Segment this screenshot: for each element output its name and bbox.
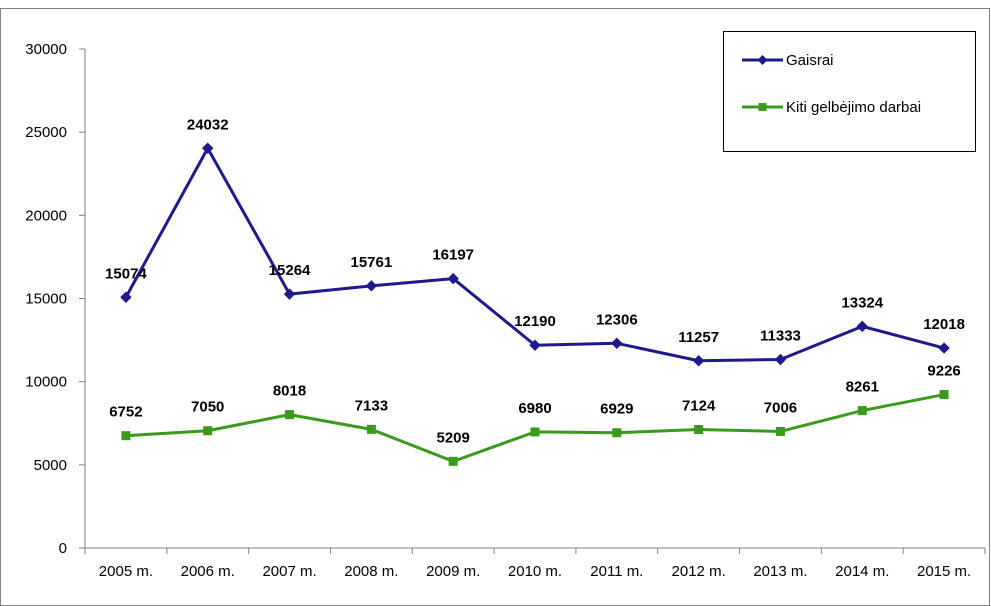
x-tick-label: 2007 m. (262, 563, 316, 580)
data-label: 7133 (355, 397, 388, 414)
data-label: 15761 (351, 254, 393, 271)
data-label: 15074 (105, 265, 147, 282)
data-point (120, 291, 132, 303)
data-label: 5209 (436, 429, 469, 446)
data-point (285, 410, 295, 420)
y-tick-label: 25000 (25, 124, 67, 141)
y-tick-label: 0 (59, 540, 67, 557)
data-point (856, 320, 868, 333)
x-tick-label: 2015 m. (917, 563, 971, 580)
data-point (366, 424, 376, 434)
data-label: 7006 (764, 399, 797, 416)
data-point (529, 339, 541, 351)
legend-marker (757, 55, 768, 65)
data-point (283, 288, 296, 300)
data-point (203, 426, 213, 436)
data-point (775, 426, 785, 436)
x-tick-label: 2006 m. (181, 563, 235, 580)
legend-label: Kiti gelbėjimo darbai (786, 99, 921, 116)
x-tick-label: 2009 m. (426, 563, 480, 580)
data-label: 7124 (682, 398, 716, 415)
y-tick-label: 15000 (25, 291, 67, 308)
y-tick-label: 10000 (25, 374, 67, 391)
legend-label: Gaisrai (786, 52, 834, 69)
data-point (692, 355, 705, 367)
data-point (612, 428, 622, 438)
data-point (694, 425, 704, 435)
data-label: 8261 (846, 379, 879, 396)
x-tick-label: 2010 m. (508, 563, 562, 580)
data-label: 12018 (923, 316, 965, 333)
data-label: 13324 (841, 294, 883, 311)
data-point (939, 390, 949, 400)
data-label: 11257 (678, 329, 719, 346)
x-tick-label: 2014 m. (835, 563, 889, 580)
data-label: 6929 (600, 401, 633, 418)
x-tick-label: 2008 m. (344, 563, 398, 580)
data-label: 16197 (432, 247, 474, 264)
data-label: 12306 (596, 311, 638, 328)
data-point (530, 427, 540, 437)
y-tick-label: 5000 (34, 457, 67, 474)
data-label: 7050 (191, 399, 224, 416)
data-label: 15264 (269, 262, 311, 279)
data-label: 9226 (927, 363, 960, 380)
data-point (857, 406, 867, 416)
legend-marker (758, 103, 767, 111)
data-point (447, 272, 459, 285)
data-point (448, 456, 458, 466)
y-tick-label: 30000 (25, 41, 67, 58)
legend-box (723, 31, 976, 152)
data-label: 6980 (518, 400, 551, 417)
data-label: 6752 (109, 404, 142, 421)
data-point (774, 353, 787, 366)
data-point (938, 342, 950, 354)
data-label: 11333 (760, 327, 801, 344)
data-label: 12190 (514, 313, 556, 330)
data-label: 24032 (187, 116, 229, 133)
x-tick-label: 2012 m. (672, 563, 726, 580)
data-label: 8018 (273, 383, 306, 400)
x-tick-label: 2013 m. (753, 563, 807, 580)
data-point (365, 280, 378, 292)
data-point (202, 142, 214, 154)
data-point (121, 431, 131, 441)
x-tick-label: 2011 m. (590, 563, 643, 580)
data-point (611, 337, 623, 350)
y-tick-label: 20000 (25, 207, 67, 224)
x-tick-label: 2005 m. (99, 563, 153, 580)
